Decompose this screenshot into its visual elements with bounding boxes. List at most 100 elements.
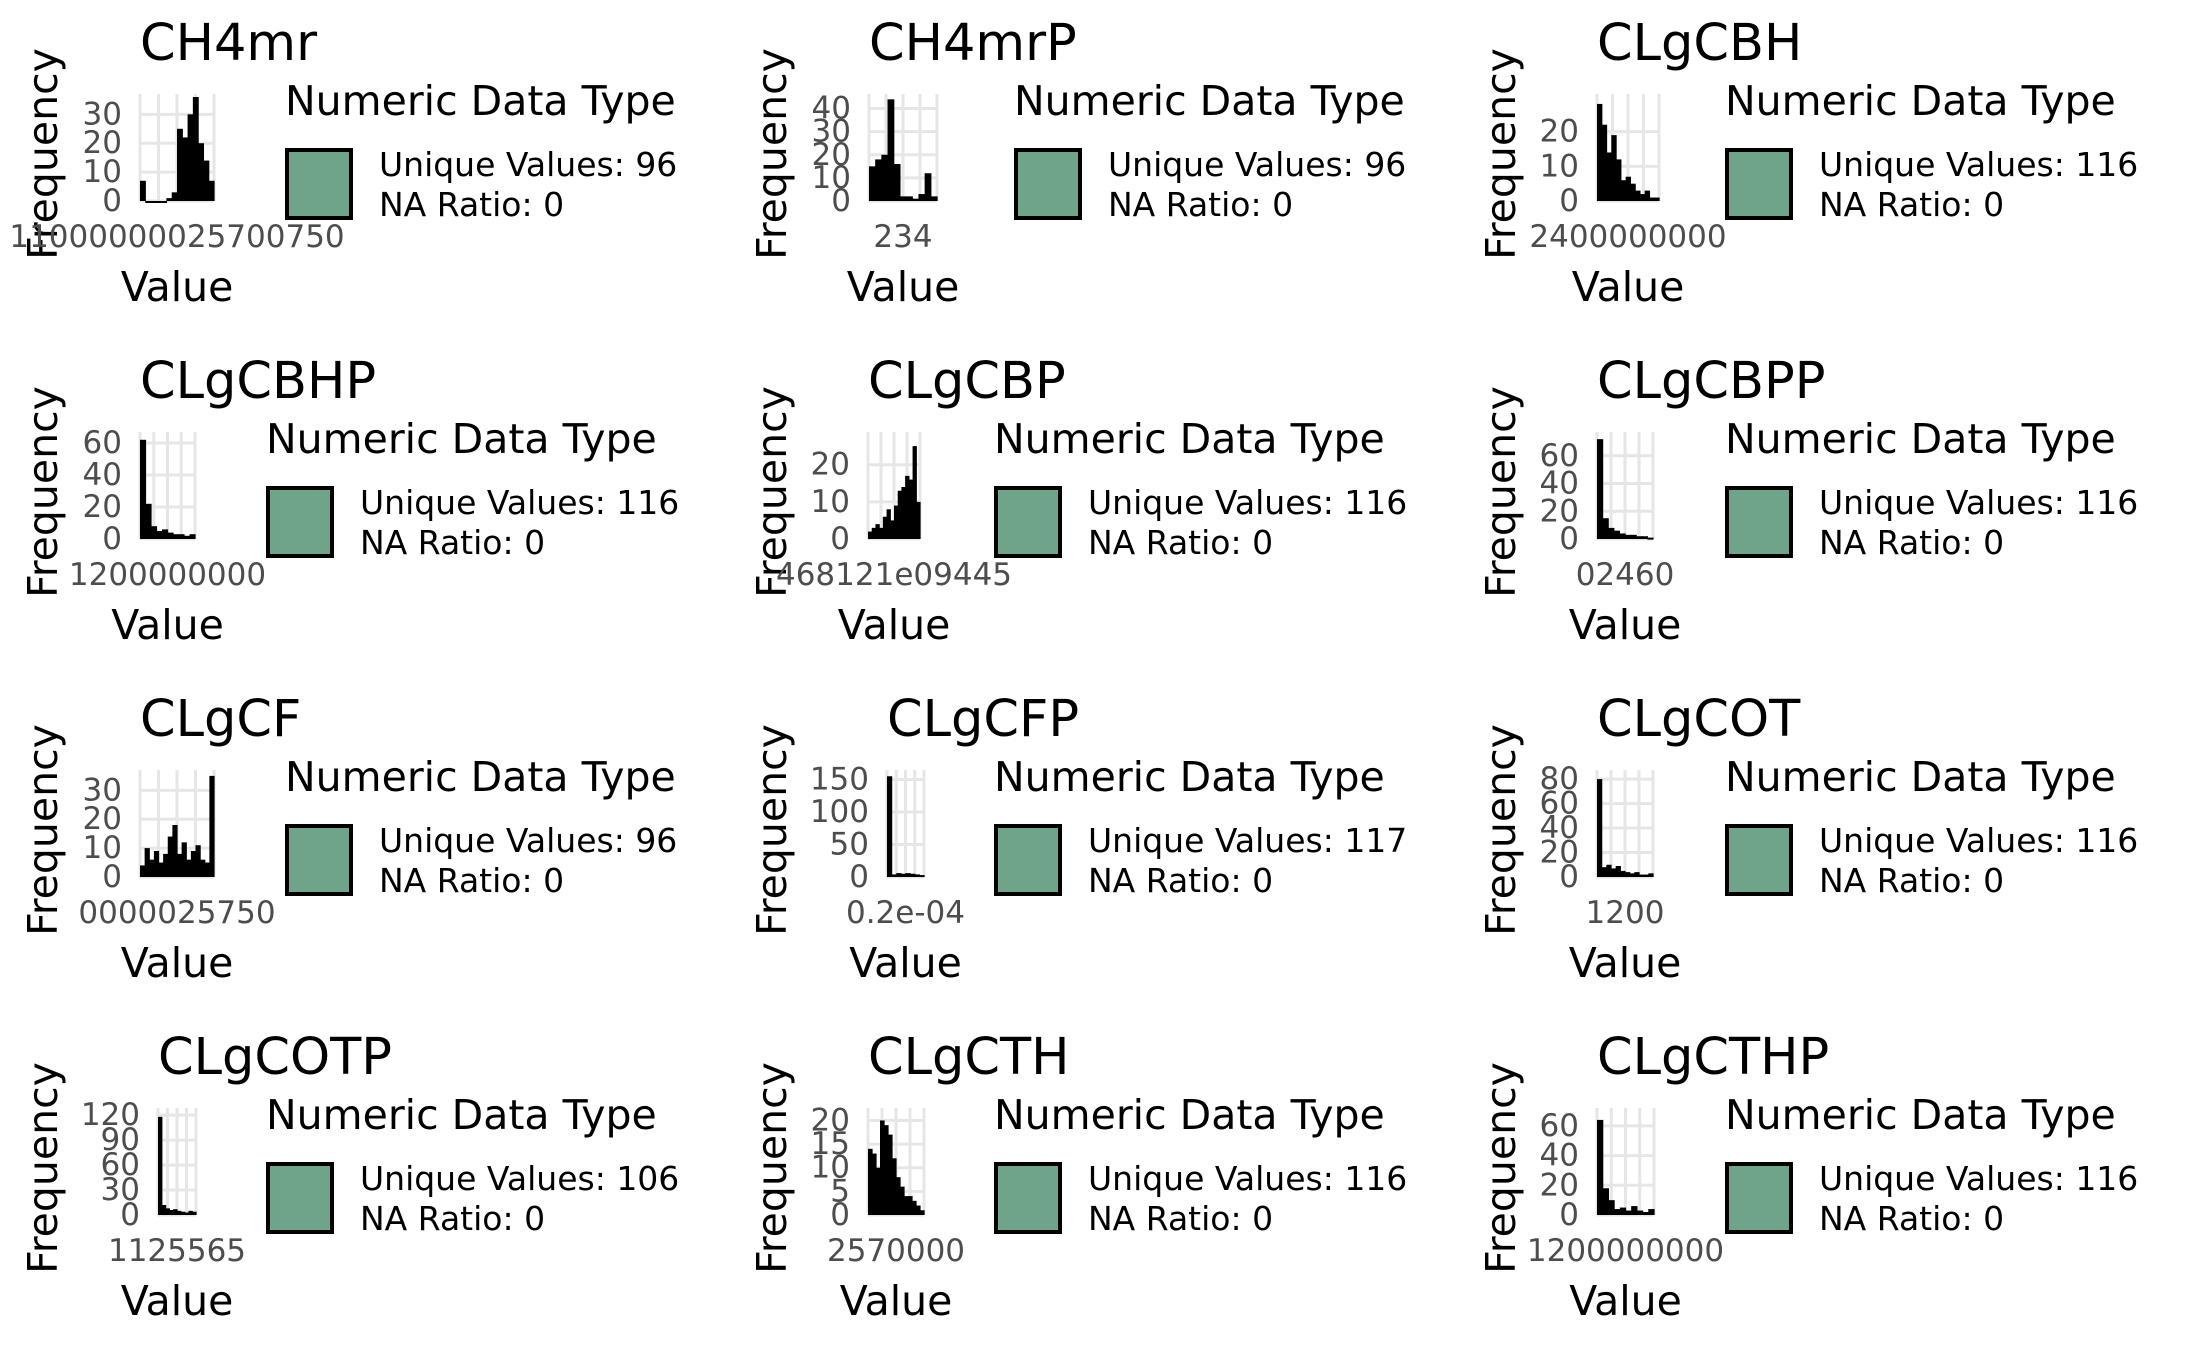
histogram-bar [1641, 536, 1648, 539]
histogram-bar [1636, 1210, 1644, 1215]
x-axis-label: Value [840, 1277, 953, 1325]
histogram-bar [1602, 1188, 1609, 1215]
histogram-bar [1642, 1212, 1649, 1215]
histogram-bar [1625, 534, 1632, 539]
legend-unique-values: Unique Values: 96 [1108, 145, 1406, 184]
legend-unique-values: Unique Values: 116 [1819, 145, 2138, 184]
x-tick-labels: 0000025750 [78, 895, 275, 931]
histogram-bar [924, 173, 932, 201]
y-tick-label: 0 [849, 859, 869, 895]
legend-na-ratio: NA Ratio: 0 [379, 861, 564, 900]
histogram-panel-clgcbp: CLgCBP Frequency Value 0 10 20 468121e09445 Num… [729, 338, 1458, 676]
y-tick-label: 0 [1559, 1197, 1579, 1233]
histogram-bar [882, 516, 888, 539]
histogram-bar [162, 529, 169, 539]
y-tick-label: 0 [830, 521, 850, 557]
histogram-bar [1597, 1119, 1604, 1215]
y-tick-label: 40 [83, 457, 122, 493]
histogram-bar [920, 1210, 925, 1215]
histogram-bar [879, 527, 884, 539]
histogram-bar [171, 192, 178, 201]
legend-na-ratio: NA Ratio: 0 [1088, 861, 1273, 900]
histogram-bar [1597, 103, 1603, 201]
histogram-bar [161, 201, 168, 203]
histogram-bar [901, 487, 906, 539]
histogram-panel-clgcbhp: CLgCBHP Frequency Value 0 20 40 60 1200000000 Nu… [0, 338, 729, 676]
histogram-panel-clgcot: CLgCOT Frequency Value 0 20 40 60 80 1200 Numeric… [1458, 676, 2187, 1014]
histogram-bar [1625, 872, 1631, 877]
x-tick-labels: 2400000000 [1529, 219, 1726, 255]
histogram-bar [189, 534, 196, 539]
x-axis-label: Value [121, 939, 234, 987]
histogram-panel-clgcbh: CLgCBH Frequency Value 0 10 20 2400000000 Numer… [1458, 0, 2187, 338]
histogram-bar [151, 526, 158, 539]
y-axis-label: Frequency [748, 48, 796, 260]
y-axis-label: Frequency [748, 1062, 796, 1274]
y-tick-label: 0 [102, 183, 122, 219]
chart-title: CLgCOTP [158, 1028, 392, 1087]
y-tick-label: 0 [830, 1197, 850, 1233]
legend-title: Numeric Data Type [1014, 77, 1405, 125]
legend-swatch [1725, 148, 1793, 220]
histogram-panel-clgcthp: CLgCTHP Frequency Value 0 20 40 60 1200000000 Nu… [1458, 1014, 2187, 1352]
legend-title: Numeric Data Type [285, 753, 676, 801]
histogram-bar [908, 1196, 913, 1215]
y-tick-label: 120 [81, 1097, 140, 1133]
legend-na-ratio: NA Ratio: 0 [1088, 523, 1273, 562]
legend-unique-values: Unique Values: 116 [360, 483, 679, 522]
legend-na-ratio: NA Ratio: 0 [1819, 523, 2004, 562]
legend-swatch [994, 824, 1062, 896]
y-tick-label: 20 [1540, 493, 1579, 529]
chart-title: CLgCTH [868, 1028, 1070, 1087]
histogram-bar [1634, 872, 1640, 877]
chart-title: CLgCF [140, 690, 301, 749]
chart-title: CH4mr [140, 14, 317, 73]
histogram-bar [145, 201, 152, 203]
histogram-bar [875, 524, 880, 539]
legend-swatch [1725, 824, 1793, 896]
histogram-bar [1654, 197, 1660, 201]
histogram-bar [1630, 183, 1636, 201]
x-tick-labels: 1200000000 [1527, 1233, 1724, 1269]
histogram-bar [1629, 873, 1635, 877]
y-tick-label: 60 [1540, 786, 1579, 822]
histogram-bar [890, 520, 895, 539]
y-axis-label: Frequency [1477, 1062, 1525, 1274]
histogram-bar [912, 446, 917, 539]
y-axis-label: Frequency [1477, 724, 1525, 936]
histogram-bar [208, 180, 215, 201]
histogram-bar [1601, 867, 1607, 877]
y-axis-label: Frequency [19, 48, 67, 260]
histogram-bar [914, 874, 920, 877]
legend-title: Numeric Data Type [1725, 77, 2116, 125]
histogram-bar [1611, 135, 1617, 201]
histogram-bar [876, 1167, 881, 1215]
y-tick-label: 50 [830, 827, 869, 863]
y-tick-label: 15 [811, 1126, 850, 1162]
histogram-bar [896, 873, 902, 877]
histogram-bar [930, 196, 938, 201]
histogram-bar [1597, 439, 1604, 539]
y-tick-label: 60 [1540, 1108, 1579, 1144]
histogram-bar [1619, 533, 1626, 539]
y-tick-label: 30 [83, 772, 122, 808]
y-tick-label: 20 [812, 137, 851, 173]
histogram-bar [1639, 194, 1646, 201]
histogram-bar [887, 99, 895, 201]
x-axis-label: Value [1569, 1277, 1682, 1325]
histogram-bar [167, 836, 173, 877]
histogram-bar [905, 873, 911, 877]
y-tick-label: 60 [101, 1147, 140, 1183]
histogram-bar [1630, 534, 1637, 539]
chart-title: CLgCTHP [1597, 1028, 1829, 1087]
y-axis-label: Frequency [748, 724, 796, 936]
legend-na-ratio: NA Ratio: 0 [360, 523, 545, 562]
legend-na-ratio: NA Ratio: 0 [1819, 861, 2004, 900]
chart-title: CLgCFP [887, 690, 1079, 749]
legend-title: Numeric Data Type [994, 415, 1385, 463]
y-axis-label: Frequency [1477, 386, 1525, 598]
y-tick-label: 0 [831, 183, 851, 219]
